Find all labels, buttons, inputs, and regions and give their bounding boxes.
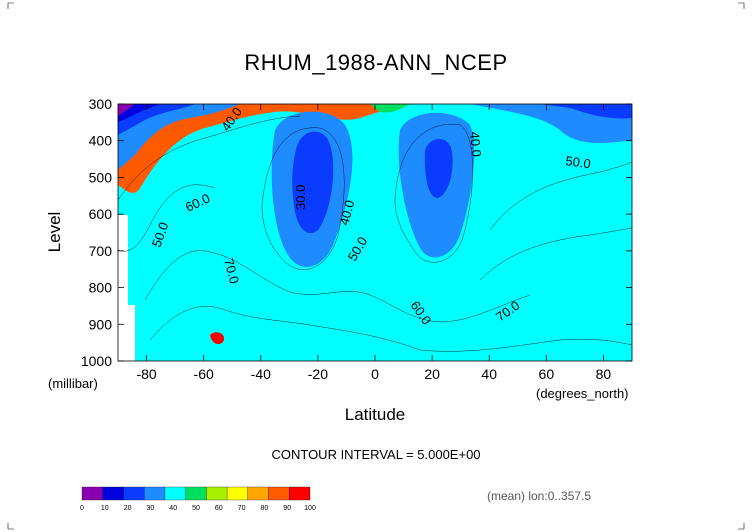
contour-label: 30.0 (293, 185, 308, 210)
contour-fill-layer (118, 104, 632, 361)
colorbar-swatch (247, 486, 269, 501)
x-tick-label: 20 (424, 366, 440, 382)
contour-label: 50.0 (565, 153, 592, 171)
colorbar-swatch (102, 486, 124, 501)
x-axis-label: Latitude (345, 405, 406, 424)
colorbar-swatch (226, 486, 248, 501)
colorbar-swatch (123, 486, 145, 501)
band-20-left-core (292, 131, 334, 234)
mean-lon-note: (mean) lon:0..357.5 (487, 489, 591, 503)
x-tick-label: -40 (251, 366, 271, 382)
x-tick-label: 60 (539, 366, 555, 382)
band-20-right-core (424, 138, 453, 198)
corner-mark-tl (7, 2, 14, 9)
colorbar-tick-label: 100 (304, 505, 316, 512)
band-0-upper-left (118, 104, 135, 116)
x-tick-label: 0 (371, 366, 379, 382)
colorbar-tick-label: 10 (101, 505, 109, 512)
colorbar-swatch (144, 486, 166, 501)
colorbar-swatch (268, 486, 290, 501)
y-axis-label: Level (45, 212, 64, 253)
band-40 (118, 104, 632, 361)
y-tick-label: 600 (89, 206, 113, 222)
corner-mark-br (738, 523, 745, 530)
x-axis: -80 -60 -40 -20 0 20 40 60 80 (136, 104, 611, 382)
colorbar-tick-label: 30 (147, 505, 155, 512)
corner-mark-bl (7, 523, 14, 530)
y-tick-label: 1000 (81, 353, 112, 369)
chart-title: RHUM_1988-ANN_NCEP (244, 50, 507, 75)
colorbar-swatch (164, 486, 186, 501)
contour-lines (118, 115, 632, 352)
colorbar-swatch (206, 486, 228, 501)
x-tick-label: -80 (136, 366, 156, 382)
colorbar-tick-label: 0 (80, 505, 84, 512)
colorbar: 0 10 20 30 40 50 60 70 80 90 100 (80, 486, 316, 512)
band-50-top-center (370, 104, 410, 113)
y-tick-label: 900 (89, 316, 113, 332)
contour-label: 70.0 (221, 257, 242, 285)
x-tick-label: 80 (596, 366, 612, 382)
contour-label-layer: 40.0 50.0 60.0 70.0 30.0 40.0 50.0 40.0 … (149, 104, 592, 327)
colorbar-tick-label: 90 (283, 505, 291, 512)
contour-interval-text: CONTOUR INTERVAL = 5.000E+00 (271, 447, 480, 462)
band-30-upper-left (118, 104, 240, 170)
band-100-cell (210, 332, 225, 345)
y-tick-label: 400 (89, 133, 113, 149)
x-tick-label: -20 (308, 366, 328, 382)
y-axis: 300 400 500 600 700 800 900 1000 (81, 96, 632, 369)
y-tick-label: 700 (89, 243, 113, 259)
colorbar-tick-label: 80 (261, 505, 269, 512)
y-tick-label: 500 (89, 169, 113, 185)
y-tick-label: 300 (89, 96, 113, 112)
colorbar-tick-label: 50 (192, 505, 200, 512)
x-tick-label: 40 (481, 366, 497, 382)
x-tick-label: -60 (194, 366, 214, 382)
y-axis-units: (millibar) (48, 376, 98, 391)
contour-label: 40.0 (336, 198, 357, 226)
colorbar-swatch (185, 486, 207, 501)
colorbar-swatch (81, 486, 103, 501)
colorbar-tick-label: 20 (124, 505, 132, 512)
x-axis-units: (degrees_north) (536, 386, 629, 401)
band-20-upper-right (540, 104, 632, 119)
colorbar-tick-label: 40 (169, 505, 177, 512)
corner-mark-tr (738, 2, 745, 9)
colorbar-swatch (289, 486, 311, 501)
contour-label: 40.0 (467, 131, 484, 158)
colorbar-tick-label: 70 (238, 505, 246, 512)
y-tick-label: 800 (89, 280, 113, 296)
colorbar-tick-label: 60 (215, 505, 223, 512)
